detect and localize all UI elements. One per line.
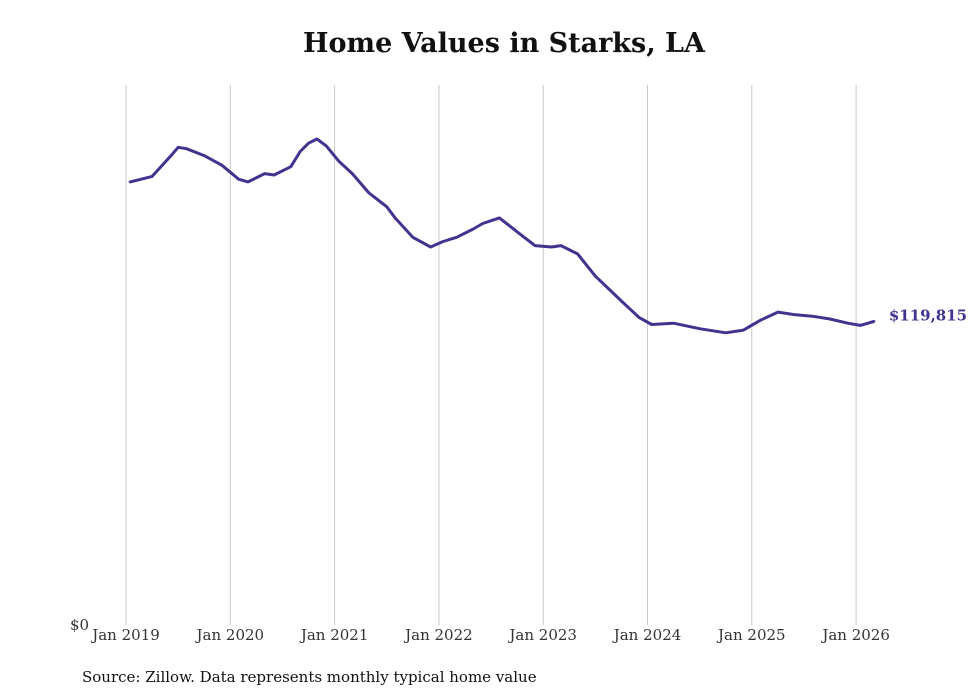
x-tick-label: Jan 2023	[507, 626, 577, 644]
vertical-gridlines	[125, 85, 857, 625]
y-axis-ticks: $0	[70, 616, 89, 634]
series-layer: $119,815	[128, 137, 967, 335]
source-note: Source: Zillow. Data represents monthly …	[82, 668, 537, 686]
x-tick-label: Jan 2019	[90, 626, 160, 644]
x-tick-label: Jan 2021	[299, 626, 369, 644]
y-tick-label: $0	[70, 616, 89, 634]
x-tick-label: Jan 2024	[612, 626, 682, 644]
series-line	[128, 137, 876, 335]
x-tick-label: Jan 2025	[716, 626, 786, 644]
x-tick-label: Jan 2022	[403, 626, 473, 644]
x-tick-label: Jan 2020	[195, 626, 265, 644]
x-axis-ticks: Jan 2019 Jan 2020 Jan 2021 Jan 2022 Jan 2023…	[90, 626, 890, 644]
x-tick-label: Jan 2026	[820, 626, 890, 644]
chart-title: Home Values in Starks, LA	[303, 28, 705, 59]
end-value-label: $119,815	[889, 306, 967, 324]
